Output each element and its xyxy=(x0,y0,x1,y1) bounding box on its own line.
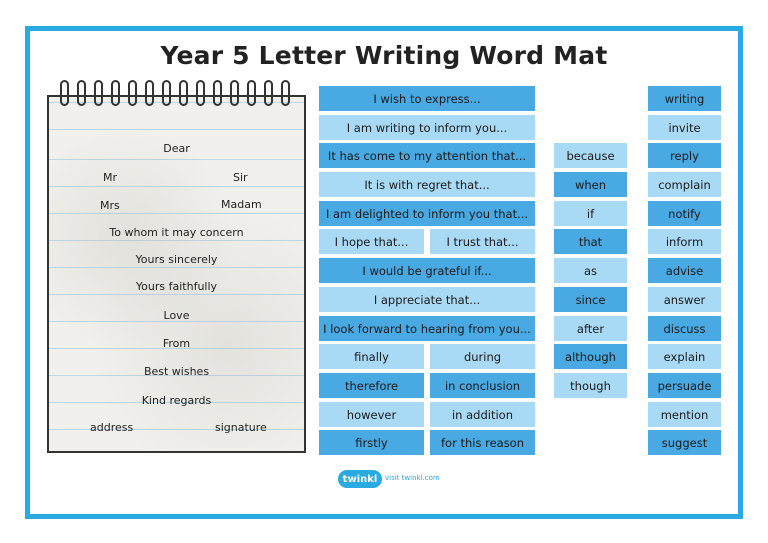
word-address: address xyxy=(90,421,134,434)
conjunction-cell: though xyxy=(554,373,627,398)
verb-cell: advise xyxy=(648,258,721,283)
ring xyxy=(145,80,154,106)
verb-cell: writing xyxy=(648,86,721,111)
verb-cell: answer xyxy=(648,287,721,312)
phrase-cell: I look forward to hearing from you... xyxy=(319,316,535,341)
ring xyxy=(111,80,120,106)
verb-cell: notify xyxy=(648,201,721,226)
word-madam: Madam xyxy=(221,198,262,211)
visit-link[interactable]: visit twinkl.com xyxy=(385,474,440,482)
adverbial-cell: therefore xyxy=(319,373,424,398)
ring xyxy=(230,80,239,106)
word-yours-faithfully: Yours faithfully xyxy=(135,280,218,293)
word-signature: signature xyxy=(215,421,267,434)
ring xyxy=(128,80,137,106)
verb-cell: explain xyxy=(648,344,721,369)
phrase-cell: I am writing to inform you... xyxy=(319,115,535,140)
conjunction-cell: when xyxy=(554,172,627,197)
adverbial-cell: in addition xyxy=(430,402,535,427)
verb-cell: discuss xyxy=(648,316,721,341)
phrase-cell: I am delighted to inform you that... xyxy=(319,201,535,226)
word-mrs: Mrs xyxy=(100,199,120,212)
twinkl-logo: twinkl xyxy=(338,470,382,488)
ring xyxy=(247,80,256,106)
page-title: Year 5 Letter Writing Word Mat xyxy=(160,41,608,70)
ring xyxy=(264,80,273,106)
conjunction-cell: since xyxy=(554,287,627,312)
conjunction-cell: although xyxy=(554,344,627,369)
adverbial-cell: during xyxy=(430,344,535,369)
word-to-whom: To whom it may concern xyxy=(109,226,244,239)
verb-cell: reply xyxy=(648,143,721,168)
verb-cell: complain xyxy=(648,172,721,197)
conjunction-cell: after xyxy=(554,316,627,341)
ring xyxy=(179,80,188,106)
word-mr: Mr xyxy=(103,171,118,184)
ring xyxy=(281,80,290,106)
adverbial-cell: however xyxy=(319,402,424,427)
conjunction-cell: if xyxy=(554,201,627,226)
word-from: From xyxy=(162,337,191,350)
phrase-cell: I appreciate that... xyxy=(319,287,535,312)
ring xyxy=(213,80,222,106)
verb-cell: invite xyxy=(648,115,721,140)
verb-cell: mention xyxy=(648,402,721,427)
adverbial-cell: finally xyxy=(319,344,424,369)
ring xyxy=(162,80,171,106)
word-yours-sincerely: Yours sincerely xyxy=(135,253,218,266)
ring xyxy=(77,80,86,106)
ring xyxy=(60,80,69,106)
word-dear: Dear xyxy=(163,142,190,155)
phrase-cell: It has come to my attention that... xyxy=(319,143,535,168)
word-kind-regards: Kind regards xyxy=(141,394,212,407)
ring xyxy=(94,80,103,106)
ring xyxy=(196,80,205,106)
adverbial-cell: for this reason xyxy=(430,430,535,455)
verb-cell: persuade xyxy=(648,373,721,398)
phrase-cell: It is with regret that... xyxy=(319,172,535,197)
spiral-binding xyxy=(58,80,298,106)
phrase-cell: I trust that... xyxy=(430,229,535,254)
phrase-cell: I wish to express... xyxy=(319,86,535,111)
verb-cell: suggest xyxy=(648,430,721,455)
conjunction-cell: because xyxy=(554,143,627,168)
conjunction-cell: as xyxy=(554,258,627,283)
phrase-cell: I hope that... xyxy=(319,229,424,254)
notepad xyxy=(47,95,306,453)
adverbial-cell: firstly xyxy=(319,430,424,455)
verb-cell: inform xyxy=(648,229,721,254)
phrase-cell: I would be grateful if... xyxy=(319,258,535,283)
conjunction-cell: that xyxy=(554,229,627,254)
word-best-wishes: Best wishes xyxy=(143,365,210,378)
adverbial-cell: in conclusion xyxy=(430,373,535,398)
word-sir: Sir xyxy=(233,171,248,184)
word-love: Love xyxy=(163,309,190,322)
